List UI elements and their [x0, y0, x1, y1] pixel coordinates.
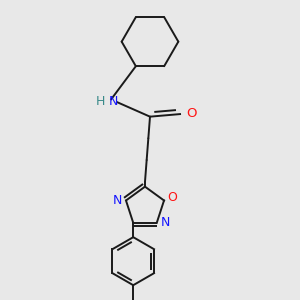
Text: N: N	[113, 194, 122, 207]
Text: N: N	[109, 95, 118, 108]
Text: O: O	[186, 107, 197, 121]
Text: O: O	[167, 191, 177, 204]
Text: H: H	[95, 95, 105, 108]
Text: N: N	[160, 216, 170, 229]
